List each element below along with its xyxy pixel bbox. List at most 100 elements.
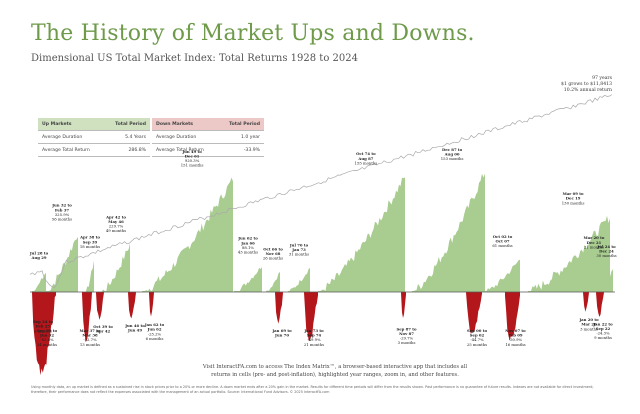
down-market-label: -44.7% bbox=[470, 337, 484, 342]
up-table-row: Average Duration 5.4 Years bbox=[38, 130, 150, 144]
up-market-label: Dec 87 to bbox=[442, 147, 463, 152]
down-table-row-value: 1.0 year bbox=[217, 130, 264, 144]
up-market-label: 61 months bbox=[492, 243, 512, 248]
up-market-area bbox=[32, 272, 46, 292]
down-market-area bbox=[596, 292, 604, 317]
down-market-area bbox=[505, 292, 520, 341]
down-market-label: -25.2% bbox=[148, 331, 162, 336]
down-market-label: Sep 24 to bbox=[33, 319, 53, 324]
down-market-area bbox=[304, 292, 318, 341]
down-market-area bbox=[36, 292, 44, 313]
up-market-area bbox=[412, 173, 485, 292]
down-market-label: 3 months bbox=[398, 340, 416, 345]
up-table-row-value: 5.4 Years bbox=[103, 130, 150, 144]
down-market-label: 9 months bbox=[594, 335, 612, 340]
up-market-label: Jun 49 to bbox=[181, 149, 202, 154]
up-market-label: Aug 29 bbox=[31, 255, 47, 260]
up-table-row-value: 286.8% bbox=[103, 143, 150, 157]
up-market-label: Sep 39 bbox=[83, 239, 98, 244]
down-market-label: Sep 74 bbox=[307, 333, 322, 338]
down-market-label: 21 months bbox=[304, 342, 324, 347]
up-market-area bbox=[234, 267, 262, 292]
up-market-label: 31 months bbox=[289, 252, 309, 257]
down-table-row: Average Total Return -33.9% bbox=[152, 143, 264, 157]
page-title: The History of Market Ups and Downs. bbox=[31, 21, 475, 46]
up-market-label: Jul 28 to bbox=[29, 251, 49, 256]
up-market-label: 43 months bbox=[238, 250, 258, 255]
down-market-area bbox=[96, 292, 104, 320]
up-market-area bbox=[46, 236, 78, 292]
down-market-label: Nov 07 to bbox=[505, 328, 526, 333]
up-table-row-label: Average Total Return bbox=[38, 143, 104, 157]
up-market-area bbox=[585, 262, 603, 292]
down-table-header: Down Markets Total Period bbox=[152, 118, 264, 131]
down-market-area bbox=[466, 292, 482, 334]
up-market-label: Dec 61 bbox=[185, 154, 200, 159]
down-market-label: Sep 87 to bbox=[396, 326, 416, 331]
down-market-label: Feb 09 bbox=[508, 333, 523, 338]
up-market-label: Oct 74 to bbox=[356, 151, 376, 156]
down-market-label: -29.7% bbox=[400, 336, 414, 341]
up-market-label: 18 months bbox=[80, 244, 100, 249]
up-market-label: Mar 20 to bbox=[584, 235, 605, 240]
down-market-label: Jun 70 bbox=[274, 333, 289, 338]
up-market-area bbox=[318, 177, 405, 292]
down-market-label: Jun 49 bbox=[127, 328, 142, 333]
down-market-label: 3 months bbox=[580, 326, 598, 331]
up-market-label: Jul 24 to bbox=[596, 244, 616, 249]
summary-annotation-line: $1 grows to $11,8413 bbox=[561, 81, 612, 87]
down-market-label: Jan 62 to bbox=[144, 322, 165, 327]
up-market-label: Apr 38 to bbox=[79, 235, 100, 240]
up-market-label: Aug 00 bbox=[444, 151, 460, 156]
up-market-label: 56 months bbox=[52, 217, 72, 222]
up-market-label: Dec 19 bbox=[566, 196, 581, 201]
down-market-label: Apr 42 bbox=[95, 328, 111, 333]
up-market-label: Jan 73 bbox=[291, 247, 306, 252]
down-markets-table: Down Markets Total Period Average Durati… bbox=[152, 118, 264, 157]
summary-annotation-line: 97 years bbox=[592, 75, 613, 81]
down-market-label: 16 months bbox=[505, 342, 525, 347]
up-market-label: 130 months bbox=[562, 200, 585, 205]
down-market-label: Mar 38 bbox=[82, 333, 98, 338]
down-market-label: Sep 22 bbox=[596, 326, 611, 331]
up-market-label: Jul 70 to bbox=[289, 242, 309, 247]
up-market-label: Nov 68 bbox=[266, 251, 281, 256]
down-table-row-label: Average Total Return bbox=[152, 143, 218, 157]
up-market-area bbox=[288, 267, 310, 292]
up-market-label: 155 months bbox=[355, 160, 378, 165]
up-market-label: 30 months bbox=[596, 253, 616, 258]
down-market-area bbox=[583, 292, 589, 312]
down-table-row: Average Duration 1.0 year bbox=[152, 130, 264, 144]
up-market-label: Dec 21 bbox=[587, 240, 602, 245]
down-market-label: -52.7% bbox=[83, 337, 97, 342]
down-market-label: Jan 69 to bbox=[271, 328, 292, 333]
up-market-area bbox=[485, 259, 520, 292]
up-market-label: Dec 24 bbox=[599, 249, 614, 254]
down-market-label: Jan 20 to bbox=[578, 317, 599, 322]
down-market-label: Jun 62 bbox=[147, 327, 162, 332]
down-market-label: Jun 46 to bbox=[124, 323, 145, 328]
down-market-area bbox=[82, 292, 92, 343]
up-table-header-label: Up Markets bbox=[38, 118, 104, 131]
up-market-area bbox=[86, 260, 94, 292]
up-market-label: Aug 87 bbox=[357, 156, 373, 161]
up-market-area bbox=[266, 271, 280, 292]
up-market-label: 325.9% bbox=[55, 212, 70, 217]
down-market-label: Sep 00 to bbox=[467, 328, 487, 333]
up-market-label: Jun 32 to bbox=[51, 203, 72, 208]
down-market-label: Jun 32 bbox=[39, 333, 54, 338]
page-subtitle: Dimensional US Total Market Index: Total… bbox=[31, 53, 358, 64]
up-market-label: Jan 66 bbox=[240, 240, 255, 245]
down-market-label: Feb 25 bbox=[36, 324, 51, 329]
down-market-label: Mar 20 bbox=[581, 322, 597, 327]
down-market-label: Mar 37 to bbox=[80, 328, 101, 333]
down-table-row-label: Average Duration bbox=[152, 130, 218, 144]
down-market-label: 6 months bbox=[146, 336, 164, 341]
up-market-area bbox=[102, 243, 130, 292]
down-table-header-label: Down Markets bbox=[152, 118, 218, 131]
up-market-area bbox=[528, 215, 610, 292]
disclaimer-footnote: Using monthly data, an up market is defi… bbox=[31, 385, 594, 394]
down-table-header-period: Total Period bbox=[217, 118, 264, 131]
down-market-area bbox=[128, 292, 136, 319]
